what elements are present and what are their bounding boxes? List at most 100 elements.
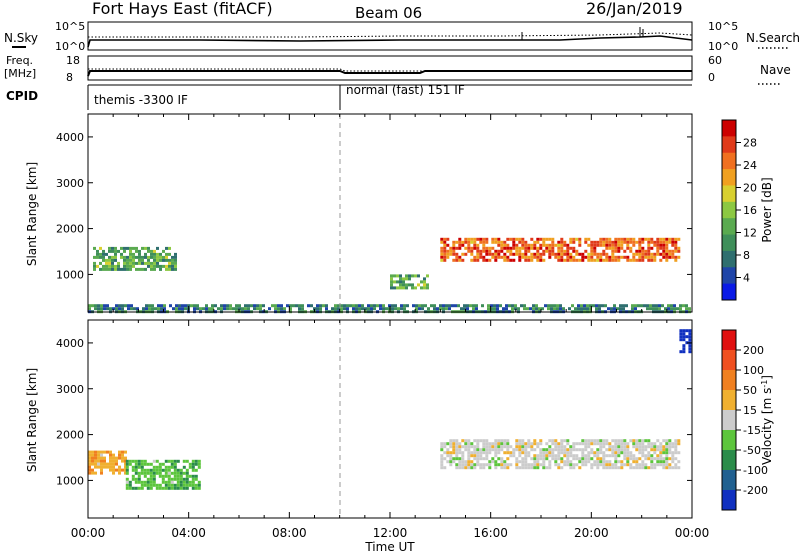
echo-cell bbox=[449, 454, 453, 458]
echo-cell bbox=[647, 240, 651, 244]
echo-cell bbox=[467, 448, 471, 452]
echo-cell bbox=[515, 243, 519, 247]
echo-cell bbox=[134, 462, 138, 466]
velocity-xaxis-ticks bbox=[87, 320, 693, 518]
echo-cell bbox=[662, 463, 666, 467]
echo-cell bbox=[614, 243, 618, 247]
echo-cell bbox=[117, 261, 120, 265]
echo-cell bbox=[443, 237, 447, 241]
echo-cell bbox=[518, 451, 522, 455]
echo-cell bbox=[158, 471, 162, 475]
echo-cell bbox=[146, 480, 150, 484]
echo-cell bbox=[440, 237, 444, 241]
echo-cell bbox=[115, 459, 118, 463]
echo-cell bbox=[135, 261, 138, 265]
echo-cell bbox=[619, 304, 622, 308]
echo-cell bbox=[150, 249, 153, 253]
echo-cell bbox=[467, 445, 471, 449]
echo-cell bbox=[476, 457, 480, 461]
echo-cell bbox=[487, 304, 490, 308]
echo-cell bbox=[602, 466, 606, 470]
echo-cell bbox=[97, 453, 100, 457]
echo-cell bbox=[153, 258, 156, 262]
echo-cell bbox=[170, 483, 174, 487]
echo-cell bbox=[446, 442, 450, 446]
echo-cell bbox=[420, 280, 423, 284]
echo-cell bbox=[551, 457, 555, 461]
echo-cell bbox=[593, 258, 597, 262]
echo-cell bbox=[569, 252, 573, 256]
echo-cell bbox=[470, 258, 474, 262]
echo-cell bbox=[205, 304, 208, 308]
echo-cell bbox=[647, 249, 651, 253]
echo-cell bbox=[647, 258, 651, 262]
echo-cell bbox=[140, 471, 144, 475]
echo-cell bbox=[165, 267, 168, 271]
echo-cell bbox=[229, 304, 232, 308]
echo-cell bbox=[632, 454, 636, 458]
echo-cell bbox=[476, 451, 480, 455]
echo-cell bbox=[488, 448, 492, 452]
echo-cell bbox=[121, 468, 124, 472]
echo-cell bbox=[560, 246, 564, 250]
echo-cell bbox=[560, 439, 564, 443]
echo-cell bbox=[479, 439, 483, 443]
echo-cell bbox=[668, 451, 672, 455]
echo-cell bbox=[220, 307, 223, 311]
echo-cell bbox=[602, 457, 606, 461]
echo-cell bbox=[614, 442, 618, 446]
echo-cell bbox=[370, 304, 373, 308]
echo-cell bbox=[536, 237, 540, 241]
echo-cell bbox=[241, 307, 244, 311]
echo-cell bbox=[620, 243, 624, 247]
echo-cell bbox=[560, 240, 564, 244]
colorbar-tick-label: 20 bbox=[743, 182, 757, 195]
echo-cell bbox=[527, 246, 531, 250]
echo-region bbox=[88, 450, 127, 475]
echo-cell bbox=[149, 477, 153, 481]
echo-cell bbox=[572, 463, 576, 467]
echo-cell bbox=[455, 454, 459, 458]
echo-cell bbox=[458, 460, 462, 464]
echo-cell bbox=[626, 246, 630, 250]
echo-cell bbox=[530, 466, 534, 470]
echo-cell bbox=[527, 442, 531, 446]
echo-cell bbox=[134, 471, 138, 475]
echo-cell bbox=[399, 277, 402, 281]
echo-cell bbox=[653, 451, 657, 455]
echo-cell bbox=[134, 459, 138, 463]
echo-cell bbox=[539, 451, 543, 455]
echo-cell bbox=[470, 460, 474, 464]
echo-cell bbox=[638, 240, 642, 244]
echo-cell bbox=[161, 462, 165, 466]
echo-cell bbox=[682, 304, 685, 308]
echo-cell bbox=[455, 442, 459, 446]
echo-cell bbox=[127, 307, 130, 311]
echo-cell bbox=[346, 304, 349, 308]
echo-cell bbox=[185, 468, 189, 472]
echo-cell bbox=[461, 454, 465, 458]
echo-cell bbox=[599, 448, 603, 452]
echo-cell bbox=[470, 249, 474, 253]
echo-cell bbox=[102, 258, 105, 262]
echo-cell bbox=[455, 255, 459, 259]
echo-cell bbox=[557, 252, 561, 256]
echo-cell bbox=[99, 261, 102, 265]
freq-trace bbox=[87, 70, 692, 77]
echo-cell bbox=[182, 477, 186, 481]
echo-cell bbox=[182, 486, 186, 490]
echo-cell bbox=[572, 258, 576, 262]
echo-cell bbox=[109, 468, 112, 472]
echo-cell bbox=[638, 249, 642, 253]
echo-cell bbox=[524, 460, 528, 464]
echo-cell bbox=[280, 304, 283, 308]
echo-cell bbox=[379, 307, 382, 311]
echo-cell bbox=[93, 246, 96, 250]
echo-cell bbox=[191, 483, 195, 487]
echo-cell bbox=[638, 442, 642, 446]
echo-cell bbox=[125, 477, 129, 481]
echo-cell bbox=[677, 451, 681, 455]
echo-cell bbox=[569, 454, 573, 458]
echo-cell bbox=[665, 445, 669, 449]
echo-cell bbox=[533, 454, 537, 458]
